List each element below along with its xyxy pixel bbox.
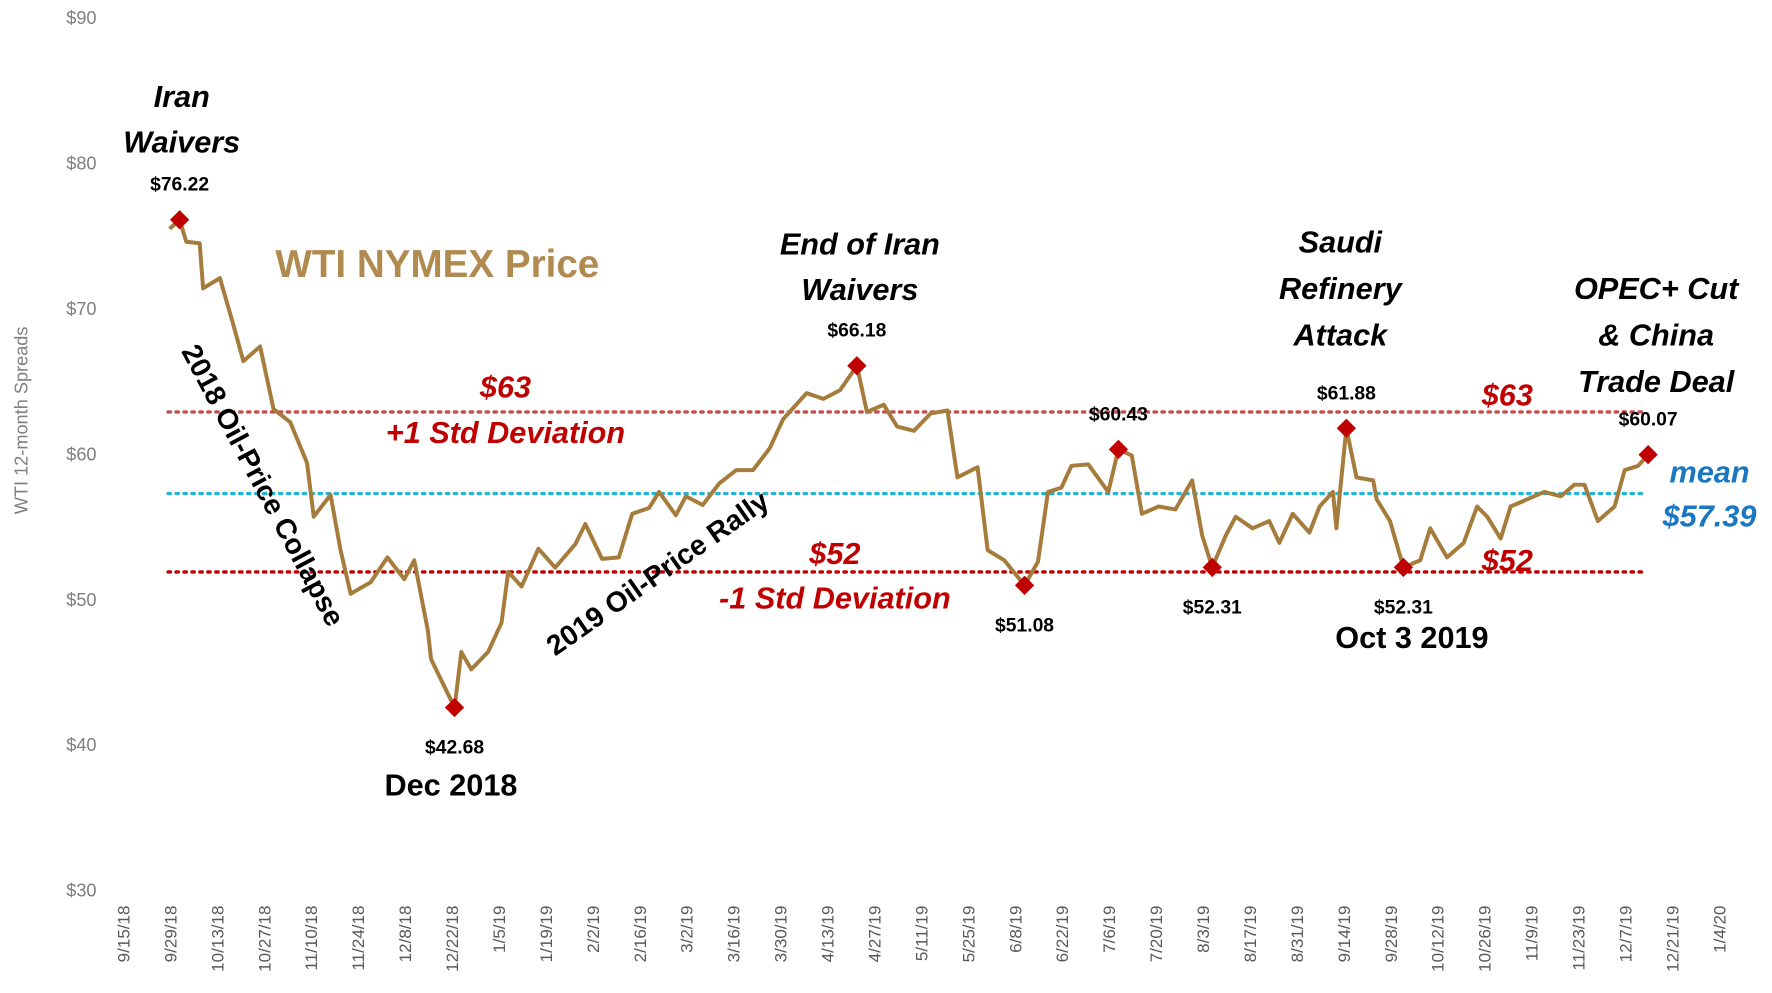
- x-tick-label: 8/17/19: [1241, 906, 1260, 963]
- point-label: $61.88: [1317, 383, 1376, 404]
- x-tick-label: 11/23/19: [1570, 906, 1589, 971]
- x-tick-label: 12/21/19: [1663, 906, 1682, 972]
- x-tick-label: 10/26/19: [1476, 906, 1495, 972]
- x-tick-label: 10/27/18: [255, 906, 274, 972]
- chart-title: WTI NYMEX Price: [275, 243, 599, 286]
- annotation: Iran: [154, 80, 210, 114]
- x-tick-label: 6/22/19: [1053, 906, 1072, 963]
- point-marker: [1393, 557, 1414, 578]
- x-tick-label: 7/6/19: [1100, 906, 1119, 953]
- x-tick-label: 3/2/19: [678, 906, 697, 953]
- x-tick-label: 5/11/19: [912, 906, 931, 962]
- annotation: Waivers: [801, 273, 918, 307]
- point-label: $60.07: [1619, 410, 1678, 431]
- reference-label: mean: [1669, 455, 1749, 489]
- annotation: Trade Deal: [1578, 365, 1736, 399]
- point-label: $52.31: [1183, 597, 1242, 618]
- x-tick-label: 7/20/19: [1147, 906, 1166, 963]
- y-axis-label: WTI 12-month Spreads: [12, 327, 32, 515]
- annotation: Dec 2018: [384, 768, 517, 802]
- x-tick-label: 10/12/19: [1429, 906, 1448, 972]
- x-tick-label: 3/30/19: [772, 906, 791, 963]
- x-tick-label: 6/8/19: [1006, 906, 1025, 953]
- annotation: OPEC+ Cut: [1574, 272, 1740, 306]
- x-tick-label: 10/13/18: [208, 906, 227, 972]
- x-tick-label: 1/4/20: [1710, 906, 1729, 953]
- x-tick-label: 3/16/19: [725, 906, 744, 963]
- reference-label: $52: [1481, 544, 1533, 578]
- point-label: $42.68: [425, 737, 484, 758]
- x-tick-label: 11/24/18: [349, 906, 368, 971]
- reference-label: $52: [808, 537, 860, 571]
- y-tick-label: $40: [66, 735, 96, 755]
- x-tick-label: 4/27/19: [865, 906, 884, 963]
- x-tick-label: 11/9/19: [1523, 906, 1542, 962]
- x-tick-label: 8/3/19: [1194, 906, 1213, 953]
- point-marker: [444, 697, 465, 718]
- y-tick-label: $50: [66, 590, 96, 610]
- y-tick-label: $90: [66, 8, 96, 28]
- annotation: Saudi: [1299, 225, 1384, 259]
- reference-label: -1 Std Deviation: [719, 581, 951, 615]
- annotation: End of Iran: [780, 228, 940, 262]
- point-marker: [1108, 439, 1129, 459]
- point-marker: [1202, 557, 1222, 578]
- y-tick-label: $30: [66, 881, 96, 901]
- x-tick-label: 12/22/18: [443, 906, 462, 972]
- point-label: $52.31: [1374, 597, 1433, 618]
- x-tick-label: 9/15/18: [114, 906, 133, 963]
- x-tick-label: 9/28/19: [1382, 906, 1401, 963]
- reference-label: $63: [479, 370, 531, 404]
- annotation: Waivers: [123, 125, 240, 159]
- point-label: $60.43: [1089, 404, 1148, 425]
- reference-label: $57.39: [1662, 500, 1757, 534]
- reference-label: +1 Std Deviation: [386, 416, 625, 450]
- point-marker: [1014, 575, 1035, 595]
- reference-label: $63: [1481, 378, 1533, 412]
- y-tick-label: $80: [66, 154, 96, 174]
- x-tick-label: 4/13/19: [819, 906, 838, 963]
- point-label: $76.22: [150, 175, 209, 196]
- x-tick-label: 9/29/18: [161, 906, 180, 963]
- annotation: Attack: [1293, 319, 1390, 353]
- annotation: Oct 3 2019: [1335, 621, 1488, 655]
- x-tick-label: 12/8/18: [396, 906, 415, 963]
- x-tick-label: 2/2/19: [584, 906, 603, 953]
- point-marker: [169, 210, 190, 230]
- annotation: 2018 Oil-Price Collapse: [175, 339, 351, 631]
- x-tick-label: 1/5/19: [490, 906, 509, 953]
- x-tick-label: 1/19/19: [537, 906, 556, 963]
- annotation: Refinery: [1279, 272, 1404, 306]
- x-tick-label: 8/31/19: [1288, 906, 1307, 963]
- y-tick-label: $60: [66, 444, 96, 464]
- point-label: $51.08: [995, 615, 1054, 636]
- x-tick-label: 2/16/19: [631, 906, 650, 963]
- x-tick-label: 11/10/18: [302, 906, 321, 971]
- x-tick-label: 5/25/19: [959, 906, 978, 963]
- point-label: $66.18: [827, 321, 886, 342]
- y-tick-label: $70: [66, 299, 96, 319]
- x-tick-label: 12/7/19: [1617, 906, 1636, 963]
- annotation: & China: [1598, 319, 1714, 353]
- point-marker: [1336, 418, 1357, 438]
- x-tick-label: 9/14/19: [1335, 906, 1354, 963]
